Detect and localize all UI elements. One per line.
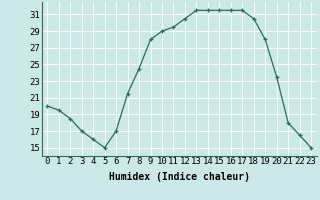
X-axis label: Humidex (Indice chaleur): Humidex (Indice chaleur) xyxy=(109,172,250,182)
